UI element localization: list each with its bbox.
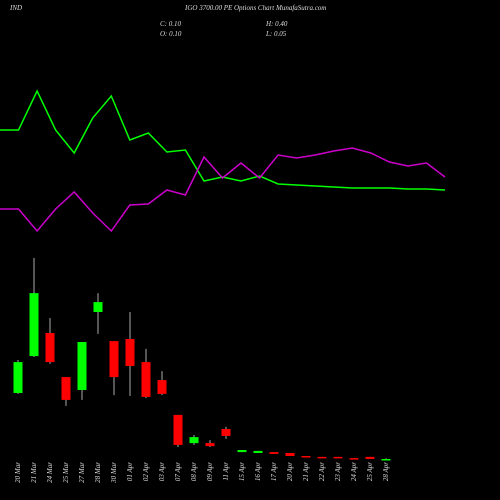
- candle-body: [221, 429, 231, 436]
- candle-body: [189, 437, 199, 444]
- x-tick-label: 25 Apr: [366, 462, 374, 481]
- candle-body: [125, 339, 135, 366]
- candle-body: [253, 450, 263, 453]
- x-tick-label: 09 Apr: [206, 462, 214, 481]
- candle-body: [13, 362, 23, 393]
- ohlc-low: L: 0.05: [265, 30, 287, 38]
- x-tick-label: 08 Apr: [190, 462, 198, 481]
- x-tick-label: 21 Apr: [302, 462, 310, 481]
- ohlc-open: O: 0.10: [160, 30, 182, 38]
- x-tick-label: 21 Mar: [30, 462, 38, 483]
- x-tick-label: 16 Apr: [254, 462, 262, 481]
- candle-body: [93, 302, 103, 312]
- candle-body: [317, 456, 327, 459]
- x-tick-label: 17 Apr: [270, 462, 278, 481]
- x-tick-label: 24 Mar: [46, 462, 54, 483]
- x-tick-label: 07 Apr: [174, 462, 182, 481]
- x-tick-label: 15 Apr: [238, 462, 246, 481]
- candle-body: [269, 452, 279, 454]
- x-tick-label: 28 Mar: [94, 462, 102, 483]
- x-tick-label: 30 Mar: [110, 462, 118, 484]
- ohlc-high: H: 0.40: [265, 20, 288, 28]
- candle-body: [109, 341, 119, 378]
- x-tick-label: 25 Mar: [62, 462, 70, 483]
- title-right: IGO 3700.00 PE Options Chart MunafaSutra…: [184, 4, 326, 12]
- ohlc-close: C: 0.10: [160, 20, 182, 28]
- indicator-line: [0, 89, 446, 191]
- x-tick-label: 27 Mar: [78, 462, 86, 483]
- candle-body: [381, 459, 391, 461]
- candle-body: [45, 333, 55, 363]
- candle-body: [205, 443, 215, 447]
- x-tick-label: 01 Apr: [126, 462, 134, 481]
- candle-body: [61, 377, 71, 400]
- x-tick-label: 11 Apr: [222, 462, 230, 481]
- x-tick-label: 22 Apr: [318, 462, 326, 481]
- x-tick-label: 03 Apr: [158, 462, 166, 481]
- x-tick-label: 20 Mar: [14, 462, 22, 483]
- x-tick-label: 02 Apr: [142, 462, 150, 481]
- x-tick-label: 23 Apr: [334, 462, 342, 481]
- candle-body: [29, 293, 39, 357]
- candle-body: [141, 362, 151, 397]
- candle-body: [157, 380, 167, 394]
- x-tick-label: 24 Apr: [350, 462, 358, 481]
- candle-body: [173, 414, 183, 445]
- candle-body: [333, 456, 343, 459]
- candle-body: [301, 456, 311, 458]
- candle-body: [365, 456, 375, 459]
- candle-body: [349, 458, 359, 460]
- candle-body: [237, 450, 247, 453]
- candle-body: [77, 342, 87, 390]
- x-tick-label: 20 Apr: [286, 462, 294, 481]
- indicator-line: [0, 147, 446, 233]
- candle-body: [285, 453, 295, 456]
- title-left: IND: [9, 4, 22, 12]
- x-tick-label: 28 Apr: [382, 462, 390, 481]
